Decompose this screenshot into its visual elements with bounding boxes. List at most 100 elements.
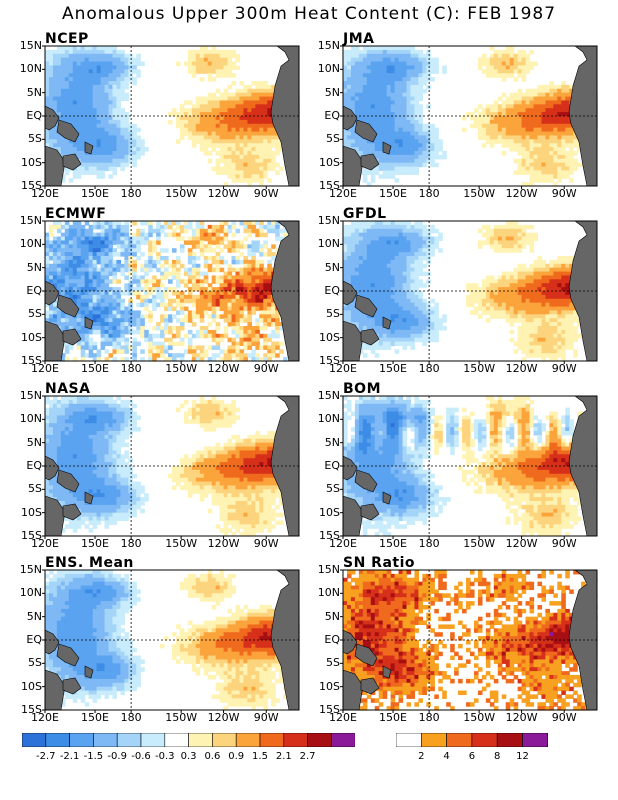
snr-colorbar-swatch bbox=[496, 733, 523, 747]
snr-colorbar: 2 4 6 8 12 bbox=[396, 733, 548, 773]
anomaly-map bbox=[340, 220, 598, 364]
lat-label: 15S bbox=[21, 179, 42, 192]
map-panel-jma: JMA 15N 10N 5N EQ 5S 10S 15S 120E 150E 180 150W 120W… bbox=[318, 31, 598, 200]
lat-label: 5S bbox=[28, 132, 42, 146]
anomaly-colorbar-label: -0.3 bbox=[155, 751, 175, 762]
anomaly-map bbox=[42, 220, 300, 364]
lon-label: 90W bbox=[551, 711, 577, 724]
lat-label: 5N bbox=[324, 435, 340, 449]
lon-label: 120W bbox=[207, 187, 240, 200]
lon-label: 180 bbox=[418, 362, 440, 375]
map-panel-sn-ratio: SN Ratio 15N 10N 5N EQ 5S 10S 15S 120E 150E 180 150… bbox=[318, 555, 598, 724]
lon-label: 180 bbox=[120, 187, 142, 200]
snr-colorbar-label: 8 bbox=[494, 751, 501, 762]
lon-label: 150E bbox=[379, 187, 407, 200]
lat-label: 5S bbox=[28, 482, 42, 496]
map-panel-ncep: NCEP 15N 10N 5N EQ 5S 10S 15S 120E 150E 180 150W 120… bbox=[20, 31, 300, 200]
anomaly-colorbar-swatch bbox=[331, 733, 356, 747]
lon-label: 90W bbox=[253, 537, 279, 550]
anomaly-colorbar-label: 2.7 bbox=[299, 751, 316, 762]
lat-label: EQ bbox=[26, 633, 42, 646]
lon-label: 150W bbox=[463, 187, 496, 200]
lat-label: 15N bbox=[317, 214, 340, 227]
map-panel-nasa: NASA 15N 10N 5N EQ 5S 10S 15S 120E 150E 180 150W 120… bbox=[20, 381, 300, 550]
map-panel-bom: BOM 15N 10N 5N EQ 5S 10S 15S 120E 150E 180 150W 120W… bbox=[318, 381, 598, 550]
lon-label: 90W bbox=[551, 537, 577, 550]
lon-label: 150W bbox=[463, 711, 496, 724]
lat-label: 5N bbox=[324, 85, 340, 99]
anomaly-colorbar-label: 0.3 bbox=[180, 751, 197, 762]
lat-label: 15S bbox=[21, 529, 42, 542]
lat-label: 5N bbox=[324, 609, 340, 623]
lon-label: 120E bbox=[31, 362, 59, 375]
lat-label: 10S bbox=[21, 155, 42, 169]
lon-label: 180 bbox=[120, 537, 142, 550]
panel-title: NCEP bbox=[45, 31, 89, 47]
snr-colorbar-swatch bbox=[446, 733, 473, 747]
lat-label: 5N bbox=[324, 260, 340, 274]
anomaly-colorbar-swatch bbox=[22, 733, 47, 747]
lon-label: 120W bbox=[207, 362, 240, 375]
anomaly-colorbar-label: -0.9 bbox=[107, 751, 127, 762]
lon-label: 180 bbox=[418, 187, 440, 200]
lat-label: 10S bbox=[319, 155, 340, 169]
panel-title: GFDL bbox=[343, 206, 387, 222]
lat-label: 15S bbox=[21, 354, 42, 367]
lon-label: 90W bbox=[253, 362, 279, 375]
lon-label: 180 bbox=[418, 711, 440, 724]
lon-label: 120W bbox=[505, 537, 538, 550]
lat-label: 5S bbox=[28, 307, 42, 321]
anomaly-colorbar-swatch bbox=[283, 733, 308, 747]
anomaly-colorbar-label: 2.1 bbox=[275, 751, 292, 762]
snr-colorbar-label: 12 bbox=[516, 751, 529, 762]
lon-label: 150W bbox=[463, 362, 496, 375]
lat-label: 10S bbox=[319, 679, 340, 693]
lon-label: 150E bbox=[81, 187, 109, 200]
lon-label: 150W bbox=[165, 537, 198, 550]
lat-label: EQ bbox=[324, 284, 340, 297]
snr-colorbar-swatch bbox=[522, 733, 548, 747]
lon-label: 150W bbox=[463, 537, 496, 550]
lat-label: 15N bbox=[19, 39, 42, 52]
snr-colorbar-label: 4 bbox=[443, 751, 450, 762]
lat-label: EQ bbox=[26, 284, 42, 297]
lon-label: 150E bbox=[81, 537, 109, 550]
lon-label: 150E bbox=[379, 362, 407, 375]
lon-label: 90W bbox=[253, 711, 279, 724]
lat-label: 15S bbox=[319, 703, 340, 716]
anomaly-colorbar-swatch bbox=[116, 733, 142, 747]
anomaly-colorbar-label: -2.7 bbox=[36, 751, 56, 762]
anomaly-colorbar-swatch bbox=[164, 733, 189, 747]
anomaly-colorbar-label: 0.6 bbox=[204, 751, 221, 762]
anomaly-colorbar-swatch bbox=[307, 733, 332, 747]
anomaly-colorbar: -2.7 -2.1 -1.5 -0.9 -0.6 -0.3 0.3 0.6 0.9 1.5 2.1 2… bbox=[22, 733, 356, 773]
lat-label: 10N bbox=[317, 62, 340, 76]
lat-label: 10N bbox=[19, 62, 42, 76]
lon-label: 150W bbox=[165, 711, 198, 724]
anomaly-colorbar-swatch bbox=[93, 733, 118, 747]
lon-label: 90W bbox=[551, 187, 577, 200]
snr-colorbar-label: 2 bbox=[418, 751, 425, 762]
panel-title: SN Ratio bbox=[343, 555, 416, 571]
lon-label: 90W bbox=[551, 362, 577, 375]
lat-label: 10N bbox=[19, 412, 42, 426]
lat-label: 15N bbox=[19, 389, 42, 402]
figure-title: Anomalous Upper 300m Heat Content (C): F… bbox=[61, 4, 557, 24]
lon-label: 120E bbox=[31, 187, 59, 200]
anomaly-colorbar-swatch bbox=[188, 733, 213, 747]
lat-label: EQ bbox=[324, 109, 340, 122]
panel-title: JMA bbox=[343, 31, 375, 47]
lon-label: 120W bbox=[207, 711, 240, 724]
lon-label: 150E bbox=[81, 362, 109, 375]
lon-label: 120W bbox=[207, 537, 240, 550]
lat-label: 5N bbox=[26, 609, 42, 623]
lat-label: 5S bbox=[326, 656, 340, 670]
anomaly-map bbox=[42, 45, 300, 189]
lat-label: 10S bbox=[21, 505, 42, 519]
map-panel-ecmwf: ECMWF 15N 10N 5N EQ 5S 10S 15S 120E 150E 180 150W 12… bbox=[20, 206, 300, 375]
lat-label: 10N bbox=[19, 586, 42, 600]
lon-label: 150W bbox=[165, 362, 198, 375]
snr-colorbar-label: 6 bbox=[468, 751, 476, 762]
map-panel-ens-mean: ENS. Mean 15N 10N 5N EQ 5S 10S 15S 120E 150E 180 15… bbox=[20, 555, 300, 724]
lat-label: 10N bbox=[317, 586, 340, 600]
